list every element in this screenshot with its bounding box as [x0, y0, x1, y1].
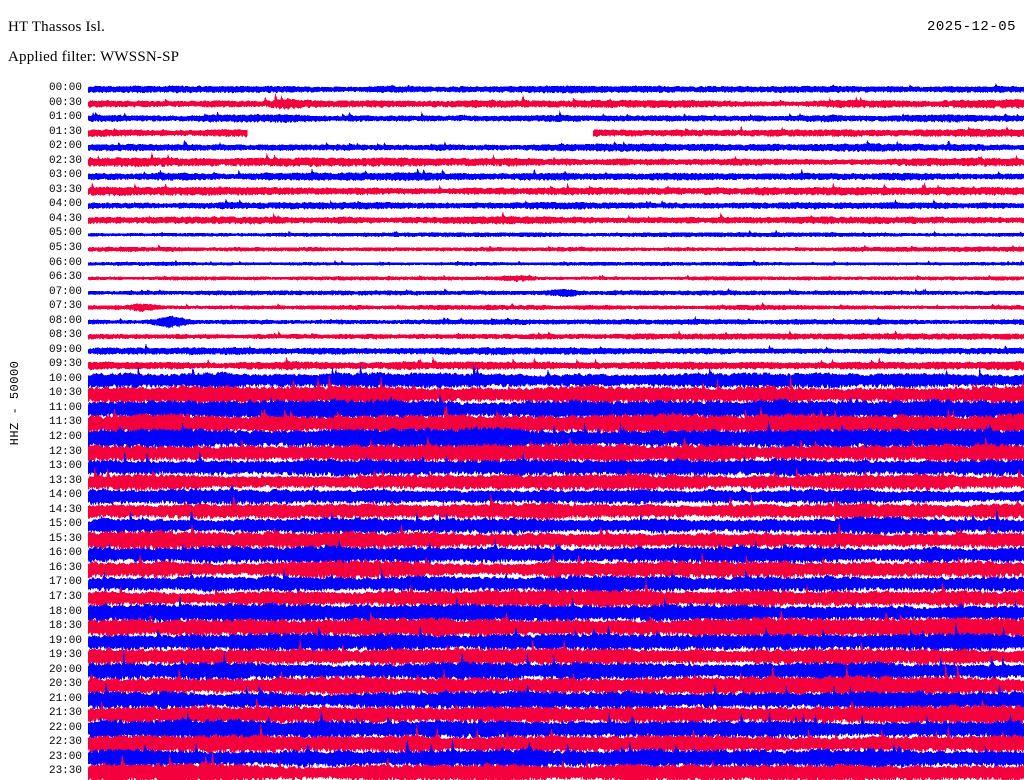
time-tick-label: 04:30	[48, 213, 82, 225]
time-tick-label: 19:00	[48, 635, 82, 647]
time-tick-label: 01:30	[48, 126, 82, 138]
time-tick-label: 04:00	[48, 198, 82, 210]
time-tick-label: 18:00	[48, 606, 82, 618]
trace-row	[88, 357, 1024, 371]
time-tick-label: 05:30	[48, 242, 82, 254]
trace-row	[88, 211, 1024, 225]
trace-row	[88, 139, 1024, 153]
time-tick-label: 21:00	[48, 693, 82, 705]
time-tick-label: 16:00	[48, 547, 82, 559]
trace-row	[88, 110, 1024, 124]
time-tick-label: 15:00	[48, 518, 82, 530]
time-tick-label: 17:30	[48, 591, 82, 603]
trace-row	[88, 639, 1024, 667]
trace-row	[88, 610, 1024, 640]
time-tick-label: 10:30	[48, 387, 82, 399]
time-tick-label: 20:00	[48, 664, 82, 676]
trace-row	[592, 125, 1024, 138]
trace-row	[88, 301, 1024, 313]
trace-row	[88, 343, 1024, 356]
time-tick-label: 22:00	[48, 722, 82, 734]
trace-row	[88, 287, 1024, 298]
trace-row	[88, 274, 1024, 282]
time-tick-label: 11:00	[48, 402, 82, 414]
trace-row	[88, 552, 1024, 580]
trace-row	[88, 683, 1024, 712]
time-axis: 00:00 00:30 01:00 01:30 02:00 02:30 03:00 03:30…	[0, 82, 86, 780]
time-tick-label: 14:30	[48, 504, 82, 516]
time-tick-label: 03:00	[48, 169, 82, 181]
time-tick-label: 00:30	[48, 97, 82, 109]
time-tick-label: 13:00	[48, 460, 82, 472]
trace-row	[88, 315, 1024, 329]
trace-row	[88, 451, 1024, 478]
trace-row	[88, 467, 1024, 492]
time-tick-label: 00:00	[48, 82, 82, 94]
date-label: 2025-12-05	[926, 19, 1016, 35]
time-tick-label: 13:30	[48, 475, 82, 487]
time-tick-label: 23:00	[48, 751, 82, 763]
trace-row	[88, 580, 1024, 609]
trace-row	[88, 182, 1024, 197]
trace-row	[88, 83, 1024, 94]
time-tick-label: 16:30	[48, 562, 82, 574]
time-tick-label: 07:30	[48, 300, 82, 312]
trace-row	[88, 329, 1024, 341]
trace-row	[88, 420, 1024, 451]
applied-filter-label: Applied filter: WWSSN-SP	[8, 49, 180, 65]
trace-row	[88, 522, 1024, 552]
trace-row	[88, 167, 1024, 182]
station-title: HT Thassos Isl.	[8, 19, 106, 35]
time-tick-label: 06:30	[48, 271, 82, 283]
time-tick-label: 08:00	[48, 315, 82, 327]
trace-row	[88, 244, 1024, 253]
trace-row	[88, 127, 248, 138]
time-tick-label: 17:00	[48, 576, 82, 588]
time-tick-label: 01:00	[48, 111, 82, 123]
time-tick-label: 06:00	[48, 257, 82, 269]
time-tick-label: 21:30	[48, 707, 82, 719]
time-tick-label: 08:30	[48, 329, 82, 341]
trace-row	[88, 739, 1024, 771]
time-tick-label: 10:00	[48, 373, 82, 385]
trace-row	[88, 650, 1024, 683]
trace-canvas	[88, 83, 1024, 780]
time-tick-label: 12:00	[48, 431, 82, 443]
trace-row	[88, 152, 1024, 168]
trace-row	[88, 724, 1024, 755]
time-tick-label: 18:30	[48, 620, 82, 632]
trace-row	[88, 710, 1024, 742]
time-tick-label: 20:30	[48, 678, 82, 690]
time-tick-label: 05:00	[48, 227, 82, 239]
trace-row	[88, 493, 1024, 521]
trace-row	[88, 508, 1024, 536]
time-tick-label: 14:00	[48, 489, 82, 501]
trace-row	[88, 259, 1024, 267]
trace-row	[88, 483, 1024, 506]
time-tick-label: 02:30	[48, 155, 82, 167]
trace-row	[88, 568, 1024, 595]
time-tick-label: 22:30	[48, 736, 82, 748]
trace-row	[88, 436, 1024, 464]
trace-row	[88, 375, 1024, 407]
trace-row	[88, 663, 1024, 698]
trace-row	[88, 93, 1024, 110]
time-tick-label: 15:30	[48, 533, 82, 545]
time-tick-label: 11:30	[48, 416, 82, 428]
time-tick-label: 07:00	[48, 286, 82, 298]
trace-row	[88, 198, 1024, 210]
time-tick-label: 02:00	[48, 140, 82, 152]
time-tick-label: 12:30	[48, 446, 82, 458]
time-tick-label: 23:30	[48, 765, 82, 777]
time-tick-label: 03:30	[48, 184, 82, 196]
helicorder-trace-plot[interactable]	[88, 82, 1024, 780]
time-tick-label: 09:30	[48, 358, 82, 370]
time-tick-label: 19:30	[48, 649, 82, 661]
trace-row	[88, 751, 1024, 780]
time-tick-label: 09:00	[48, 344, 82, 356]
trace-row	[88, 229, 1024, 238]
